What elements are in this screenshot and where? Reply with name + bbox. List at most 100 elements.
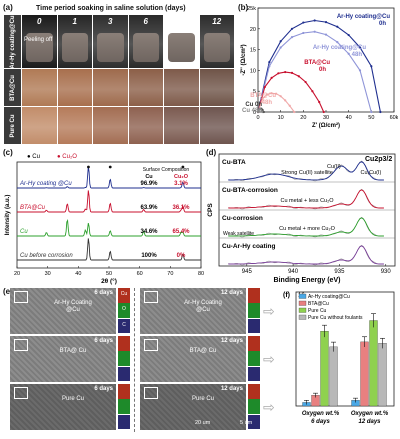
arrow-icon: ⇨ xyxy=(263,303,275,319)
xps-note: Strong Cu(II) satellite xyxy=(281,170,333,176)
eds-map xyxy=(248,414,260,430)
panel-f-letter: (f) xyxy=(283,292,290,299)
legend-swatch xyxy=(298,307,307,313)
sem-label: Ar-Hy Coating @Cu xyxy=(184,300,222,313)
sem-label: Ar-Hy Coating @Cu xyxy=(54,300,92,313)
x-tick-label: 20 xyxy=(300,115,306,121)
sem-label: Pure Cu xyxy=(61,396,84,402)
photo-cell xyxy=(22,69,57,106)
x-tick-label: 930 xyxy=(381,269,392,275)
data-point xyxy=(277,72,280,75)
cu-peak-marker xyxy=(108,165,112,169)
eds-map xyxy=(118,351,130,367)
bar xyxy=(320,331,329,407)
photo-cell: 3 xyxy=(93,15,128,68)
data-point xyxy=(313,19,316,22)
surface-composition-title: Surface Composition xyxy=(143,167,190,173)
data-point xyxy=(336,25,339,28)
xps-tag: Cu(II) xyxy=(327,164,341,170)
eds-map xyxy=(248,366,260,382)
row-labels: Ar-Hy coating@Cu BTA@Cu Pure Cu xyxy=(4,15,21,146)
xps-tag: Cu,Cu(I) xyxy=(361,170,382,176)
x-tick-label: 60k xyxy=(390,115,398,121)
legend-swatch xyxy=(298,300,307,306)
data-point xyxy=(265,93,269,96)
sem-image: Pure Cu 6 days xyxy=(10,384,116,430)
photo-cell: 9 xyxy=(164,15,199,68)
eds-map xyxy=(248,351,260,367)
row-label: Pure Cu xyxy=(4,107,21,144)
eds-label: O xyxy=(122,306,126,313)
data-point xyxy=(260,109,263,112)
photo-cell xyxy=(128,69,163,106)
y-tick-label: 5 xyxy=(253,89,256,95)
legend-label: Pure Cu without foulants xyxy=(308,315,363,321)
photo-cell xyxy=(199,69,234,106)
data-point xyxy=(302,31,305,35)
photo-cell: 12 xyxy=(199,15,234,68)
photo-cell xyxy=(93,107,128,144)
data-point xyxy=(284,70,287,74)
photo-cell xyxy=(57,107,92,144)
eds-label: C xyxy=(122,321,126,328)
eds-map xyxy=(248,384,260,399)
data-point xyxy=(263,85,266,89)
x-tick-label: 50 xyxy=(368,115,374,121)
photo-grid: 0 1 3 6 9 12 Peeling off xyxy=(22,15,235,146)
col-cu2o: Cu₂O xyxy=(174,174,189,180)
data-point xyxy=(268,65,271,68)
series-sublabel: 0h xyxy=(379,21,386,27)
data-point xyxy=(322,110,325,114)
xrd-curve xyxy=(17,218,201,237)
data-point xyxy=(290,27,294,30)
sem-label: BTA@ Cu xyxy=(189,348,217,354)
xps-title: Cu2p3/2 xyxy=(365,156,392,163)
data-point xyxy=(279,40,282,43)
cu2o-percent: 3.1% xyxy=(174,181,188,187)
divider-dashed xyxy=(134,288,135,432)
series-label: BTA@Cu xyxy=(304,60,330,66)
series-sublabel: 0h xyxy=(319,67,326,73)
sem-days: 6 days xyxy=(94,386,113,392)
peeling-annotation: Peeling off xyxy=(24,37,53,43)
nyquist-chart: 0 10 20 30 40 50 60k 0 5 10 15 20 25k Z' (Ω/cm²) -Z'' … xyxy=(240,6,398,129)
y-tick-label: 0 xyxy=(253,110,256,116)
sem-days: 6 days xyxy=(94,290,113,296)
x-tick-label: 20 xyxy=(14,271,20,277)
photo-cell xyxy=(164,69,199,106)
xps-note-2: Weak satellite xyxy=(223,231,254,237)
eds-map xyxy=(118,366,130,382)
xps-note: Cu metal + more Cu₂O xyxy=(279,226,336,232)
bar xyxy=(378,343,387,407)
sem-days: 12 days xyxy=(220,386,243,392)
x-tick-label: 40 xyxy=(75,271,81,277)
data-point xyxy=(324,33,328,36)
legend-swatch xyxy=(298,314,307,320)
data-point xyxy=(270,76,273,79)
day-label: 12 xyxy=(212,17,222,26)
legend-swatch xyxy=(298,293,307,299)
cu2o-percent: 36.1% xyxy=(172,205,190,211)
x-category-sublabel: 12 days xyxy=(358,419,381,425)
series-sublabel: 48h xyxy=(262,100,273,106)
y-tick-label: 20 xyxy=(250,27,256,33)
panel-d-letter: (d) xyxy=(206,148,217,157)
cu-peak-marker xyxy=(181,165,185,169)
photo-cell xyxy=(199,107,234,144)
scale-bar: 20 um xyxy=(195,420,211,426)
eds-map: C xyxy=(118,318,130,334)
x-axis-label: 2θ (°) xyxy=(101,277,117,285)
xps-row-label: Cu-corrosion xyxy=(222,215,263,222)
scale-bar-2: 5 um xyxy=(240,420,253,426)
photo-cell: 6 xyxy=(128,15,163,68)
cu-percent: 100% xyxy=(141,253,157,259)
cu-peak-marker xyxy=(87,165,90,169)
data-point xyxy=(270,92,273,95)
zoom-box xyxy=(14,291,28,303)
sem-label: BTA@ Cu xyxy=(59,348,87,354)
sem-days: 12 days xyxy=(220,338,243,344)
x-tick-label: 50 xyxy=(106,271,112,277)
x-tick-label: 80 xyxy=(198,271,204,277)
